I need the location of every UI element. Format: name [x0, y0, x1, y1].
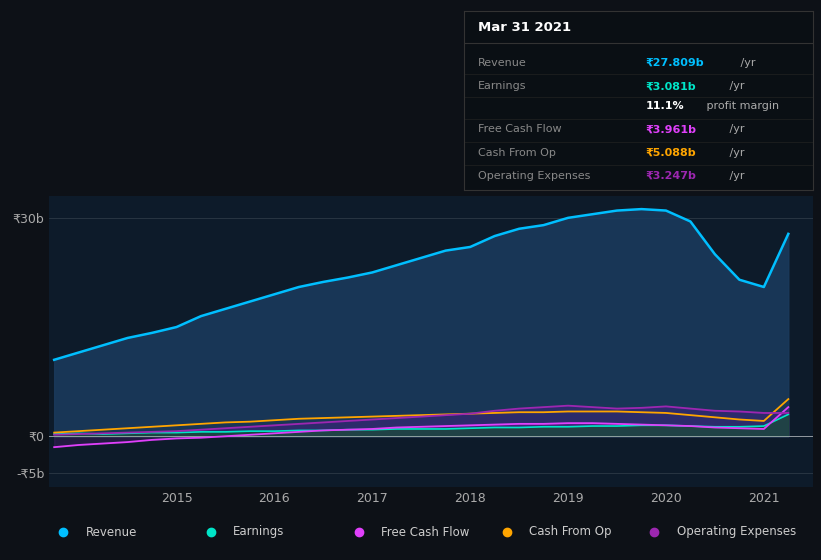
Text: /yr: /yr	[726, 171, 745, 181]
Text: ₹3.081b: ₹3.081b	[645, 81, 696, 91]
Text: ₹3.247b: ₹3.247b	[645, 171, 696, 181]
Text: profit margin: profit margin	[703, 101, 779, 111]
Text: /yr: /yr	[726, 81, 745, 91]
Text: Revenue: Revenue	[85, 525, 137, 539]
Text: Operating Expenses: Operating Expenses	[677, 525, 796, 539]
Text: /yr: /yr	[726, 148, 745, 158]
Text: ₹3.961b: ₹3.961b	[645, 124, 696, 134]
Text: ₹27.809b: ₹27.809b	[645, 58, 704, 68]
Text: Free Cash Flow: Free Cash Flow	[381, 525, 470, 539]
Text: /yr: /yr	[737, 58, 756, 68]
Text: Earnings: Earnings	[233, 525, 285, 539]
Text: Mar 31 2021: Mar 31 2021	[478, 21, 571, 34]
Text: 11.1%: 11.1%	[645, 101, 684, 111]
Text: /yr: /yr	[726, 124, 745, 134]
Text: ₹5.088b: ₹5.088b	[645, 148, 696, 158]
Text: Cash From Op: Cash From Op	[529, 525, 611, 539]
Text: Operating Expenses: Operating Expenses	[478, 171, 590, 181]
Text: Free Cash Flow: Free Cash Flow	[478, 124, 562, 134]
Text: Revenue: Revenue	[478, 58, 526, 68]
Text: Earnings: Earnings	[478, 81, 526, 91]
Text: Cash From Op: Cash From Op	[478, 148, 556, 158]
